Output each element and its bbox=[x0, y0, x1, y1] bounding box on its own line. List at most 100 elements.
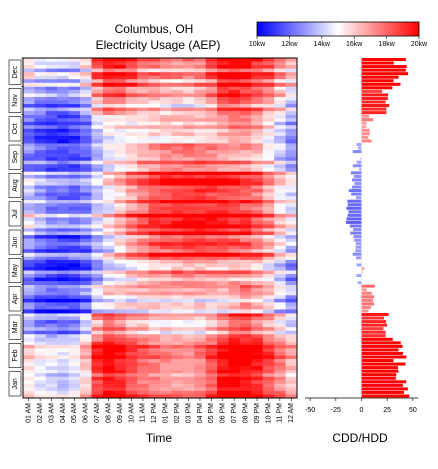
degree-day-bar bbox=[361, 284, 375, 288]
heatmap-cell bbox=[262, 150, 275, 155]
heatmap-cell bbox=[171, 387, 184, 392]
heatmap-cell bbox=[68, 174, 81, 179]
heatmap-cell bbox=[68, 281, 81, 286]
hour-tick-label: 07 AM bbox=[94, 403, 101, 423]
hour-tick-label: 09 PM bbox=[254, 403, 261, 423]
heatmap-cell bbox=[217, 313, 229, 317]
heatmap-cell bbox=[80, 89, 92, 94]
heatmap-cell bbox=[205, 58, 218, 62]
month-tick-label: Nov bbox=[12, 94, 19, 107]
heatmap-cell bbox=[171, 107, 184, 112]
degree-day-bar bbox=[361, 383, 403, 387]
heatmap-cell bbox=[160, 125, 172, 130]
heatmap-cell bbox=[114, 86, 127, 91]
heatmap-cell bbox=[102, 157, 115, 162]
heatmap-cell bbox=[114, 121, 127, 126]
heatmap-cell bbox=[68, 266, 81, 271]
heatmap-cell bbox=[102, 263, 115, 268]
heatmap-cell bbox=[80, 213, 92, 218]
heatmap-cell bbox=[239, 309, 252, 314]
heatmap-cell bbox=[125, 196, 138, 201]
heatmap-cell bbox=[182, 203, 195, 208]
heatmap-cell bbox=[251, 249, 264, 254]
heatmap-cell bbox=[171, 380, 184, 385]
heatmap-cell bbox=[45, 107, 58, 112]
heatmap-cell bbox=[91, 305, 104, 310]
heatmap-cell bbox=[68, 270, 81, 275]
degree-day-bar bbox=[353, 235, 362, 239]
heatmap-cell bbox=[23, 302, 35, 307]
degree-day-bar bbox=[347, 203, 362, 207]
heatmap-cell bbox=[194, 284, 207, 289]
heatmap-cell bbox=[68, 104, 81, 108]
heatmap-cell bbox=[274, 383, 286, 388]
heatmap-cell bbox=[171, 96, 184, 101]
heatmap-cell bbox=[171, 121, 184, 126]
heatmap-cell bbox=[68, 135, 81, 140]
heatmap-cell bbox=[57, 334, 70, 339]
heatmap-cell bbox=[217, 192, 229, 197]
heatmap-cell bbox=[114, 284, 127, 289]
heatmap-cell bbox=[80, 242, 92, 247]
heatmap-cell bbox=[57, 256, 70, 261]
heatmap-cell bbox=[45, 390, 58, 395]
heatmap-cell bbox=[148, 252, 161, 257]
heatmap-cell bbox=[171, 164, 184, 169]
heatmap-cell bbox=[239, 348, 252, 353]
heatmap-cell bbox=[91, 164, 104, 169]
heatmap-cell bbox=[57, 277, 70, 282]
heatmap-cell bbox=[262, 178, 275, 183]
heatmap-cell bbox=[45, 274, 58, 278]
heatmap-cell bbox=[125, 245, 138, 250]
heatmap-cell bbox=[137, 252, 149, 257]
heatmap-cell bbox=[239, 355, 252, 360]
heatmap-cell bbox=[57, 245, 70, 250]
heatmap-cell bbox=[205, 96, 218, 101]
heatmap-cell bbox=[194, 217, 207, 222]
heatmap-cell bbox=[34, 380, 47, 385]
heatmap-cell bbox=[239, 376, 252, 381]
heatmap-cell bbox=[194, 181, 207, 186]
heatmap-cell bbox=[114, 217, 127, 222]
heatmap-cell bbox=[274, 366, 286, 371]
heatmap-cell bbox=[125, 164, 138, 169]
heatmap-cell bbox=[91, 132, 104, 137]
heatmap-cell bbox=[57, 291, 70, 296]
heatmap-cell bbox=[57, 210, 70, 215]
heatmap-cell bbox=[34, 160, 47, 165]
heatmap-cell bbox=[194, 185, 207, 190]
heatmap-cell bbox=[217, 181, 229, 186]
heatmap-cell bbox=[34, 164, 47, 169]
heatmap-cell bbox=[80, 68, 92, 73]
heatmap-cell bbox=[274, 189, 286, 193]
heatmap-cell bbox=[57, 150, 70, 155]
heatmap-cell bbox=[125, 153, 138, 158]
heatmap-cell bbox=[251, 316, 264, 321]
heatmap-cell bbox=[205, 298, 218, 303]
degree-day-bar bbox=[361, 96, 388, 100]
heatmap-cell bbox=[285, 178, 298, 183]
heatmap-cell bbox=[68, 86, 81, 91]
heatmap-cell bbox=[57, 348, 70, 353]
heatmap-cell bbox=[80, 355, 92, 360]
heatmap-cell bbox=[57, 79, 70, 84]
heatmap-cell bbox=[114, 132, 127, 137]
heatmap-cell bbox=[68, 291, 81, 296]
month-label-box bbox=[8, 371, 22, 397]
heatmap-cell bbox=[171, 125, 184, 130]
heatmap-cell bbox=[285, 157, 298, 162]
heatmap-cell bbox=[148, 114, 161, 119]
heatmap-cell bbox=[239, 291, 252, 296]
heatmap-cell bbox=[285, 189, 298, 193]
month-tick-label: Dec bbox=[12, 65, 19, 78]
heatmap-cell bbox=[80, 263, 92, 268]
heatmap-cell bbox=[68, 220, 81, 225]
heatmap-cell bbox=[239, 288, 252, 293]
heatmap-cell bbox=[45, 86, 58, 91]
heatmap-cell bbox=[171, 309, 184, 314]
degree-day-bar bbox=[355, 249, 362, 253]
degree-day-bar bbox=[361, 128, 370, 132]
heatmap-cell bbox=[57, 376, 70, 381]
heatmap-cell bbox=[68, 277, 81, 282]
heatmap-cell bbox=[57, 259, 70, 264]
